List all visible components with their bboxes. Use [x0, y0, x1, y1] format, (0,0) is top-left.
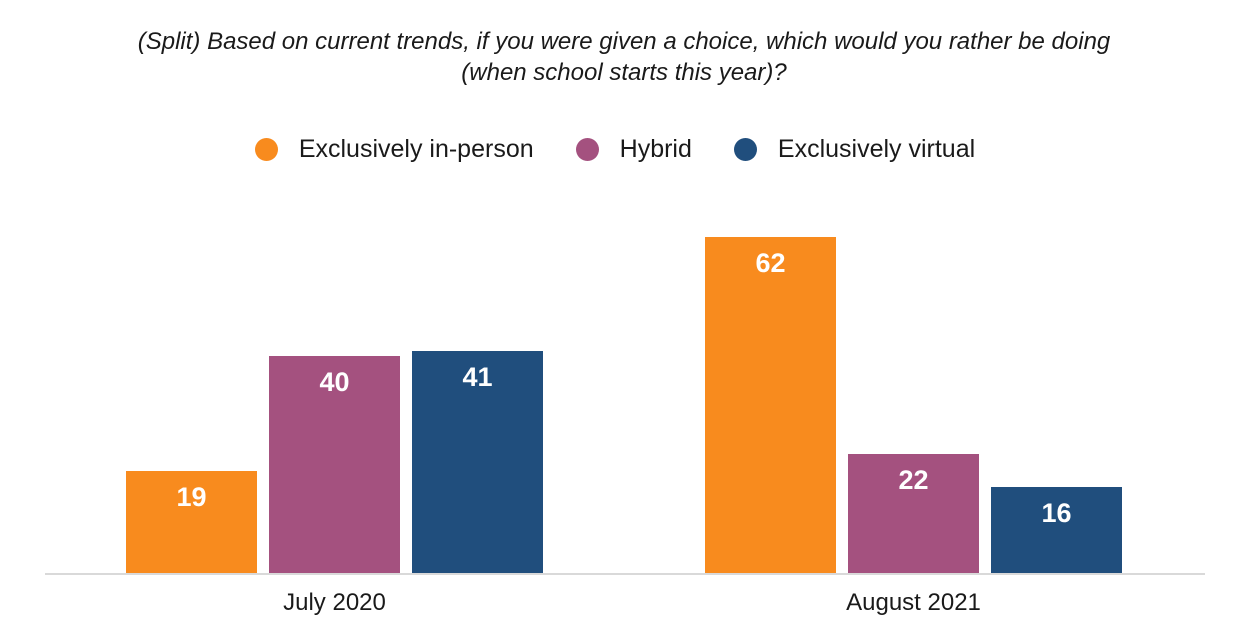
- chart-title: (Split) Based on current trends, if you …: [137, 28, 1111, 86]
- bar-value-label: 40: [319, 367, 350, 397]
- bar-value-label: 16: [1041, 498, 1072, 528]
- x-axis-label-july-2020: July 2020: [283, 589, 386, 616]
- bar-exclusively-virtual-august-2021: 16: [991, 487, 1122, 574]
- legend-label: Exclusively in-person: [298, 135, 534, 163]
- legend-item-exclusively-in-person: Exclusively in-person: [254, 135, 534, 164]
- legend-swatch-icon: [733, 138, 757, 161]
- legend-swatch-icon: [575, 138, 599, 161]
- bar-hybrid-august-2021: 22: [848, 454, 979, 574]
- bar-value-label: 22: [898, 465, 929, 495]
- x-axis-label-august-2021: August 2021: [846, 589, 981, 616]
- bar-exclusively-in-person-august-2021: 62: [705, 237, 836, 574]
- bar-exclusively-virtual-july-2020: 41: [412, 351, 543, 574]
- legend: Exclusively in-person Hybrid Exclusively v…: [0, 135, 1230, 164]
- legend-swatch-icon: [254, 138, 278, 161]
- bar-value-label: 41: [462, 362, 493, 392]
- legend-label: Exclusively virtual: [777, 135, 976, 163]
- bar-exclusively-in-person-july-2020: 19: [126, 471, 257, 574]
- bar-value-label: 62: [755, 248, 786, 278]
- legend-item-exclusively-virtual: Exclusively virtual: [733, 135, 976, 164]
- legend-item-hybrid: Hybrid: [575, 135, 692, 164]
- bar-value-label: 19: [176, 482, 207, 512]
- legend-label: Hybrid: [619, 135, 692, 163]
- bar-hybrid-july-2020: 40: [269, 356, 400, 574]
